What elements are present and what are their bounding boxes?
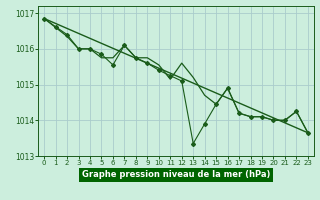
X-axis label: Graphe pression niveau de la mer (hPa): Graphe pression niveau de la mer (hPa) [82,170,270,179]
